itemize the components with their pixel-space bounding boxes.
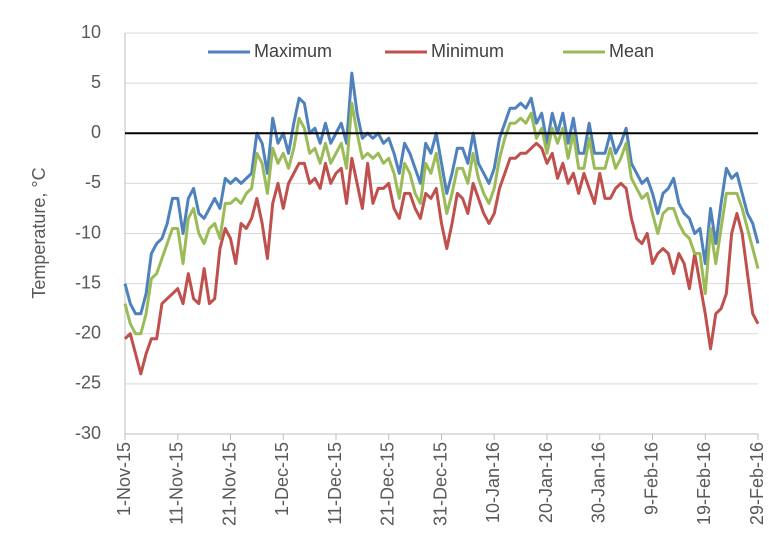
y-tick-label: 10 bbox=[81, 22, 101, 42]
y-tick-label: 0 bbox=[91, 122, 101, 142]
x-tick-label: 21-Dec-15 bbox=[378, 442, 398, 526]
series-line bbox=[123, 71, 760, 316]
y-tick-label: -25 bbox=[75, 373, 101, 393]
x-tick-label: 20-Jan-16 bbox=[536, 442, 556, 523]
x-tick-label: 11-Nov-15 bbox=[167, 442, 187, 525]
series-line bbox=[123, 141, 760, 376]
x-tick-label: 1-Nov-15 bbox=[114, 442, 134, 516]
legend-label: Maximum bbox=[254, 41, 332, 61]
series-line bbox=[123, 101, 760, 336]
x-tick-label: 31-Dec-15 bbox=[430, 442, 450, 526]
y-tick-label: -30 bbox=[75, 423, 101, 443]
x-tick-label: 11-Dec-15 bbox=[325, 442, 345, 525]
y-axis-title: Temperature, °C bbox=[29, 167, 49, 298]
x-tick-label: 9-Feb-16 bbox=[641, 442, 661, 515]
x-tick-label: 29-Feb-16 bbox=[747, 442, 767, 525]
y-tick-label: -20 bbox=[75, 323, 101, 343]
x-tick-label: 30-Jan-16 bbox=[589, 442, 609, 523]
x-tick-label: 19-Feb-16 bbox=[694, 442, 714, 525]
legend-label: Mean bbox=[609, 41, 654, 61]
y-tick-label: 5 bbox=[91, 72, 101, 92]
x-tick-label: 1-Dec-15 bbox=[272, 442, 292, 516]
legend-label: Minimum bbox=[431, 41, 504, 61]
y-tick-label: -15 bbox=[75, 272, 101, 292]
legend: Maximum Minimum Mean bbox=[208, 41, 654, 61]
x-tick-label: 21-Nov-15 bbox=[219, 442, 239, 526]
y-tick-label: -5 bbox=[85, 172, 101, 192]
y-tick-label: -10 bbox=[75, 222, 101, 242]
x-tick-label: 10-Jan-16 bbox=[483, 442, 503, 523]
